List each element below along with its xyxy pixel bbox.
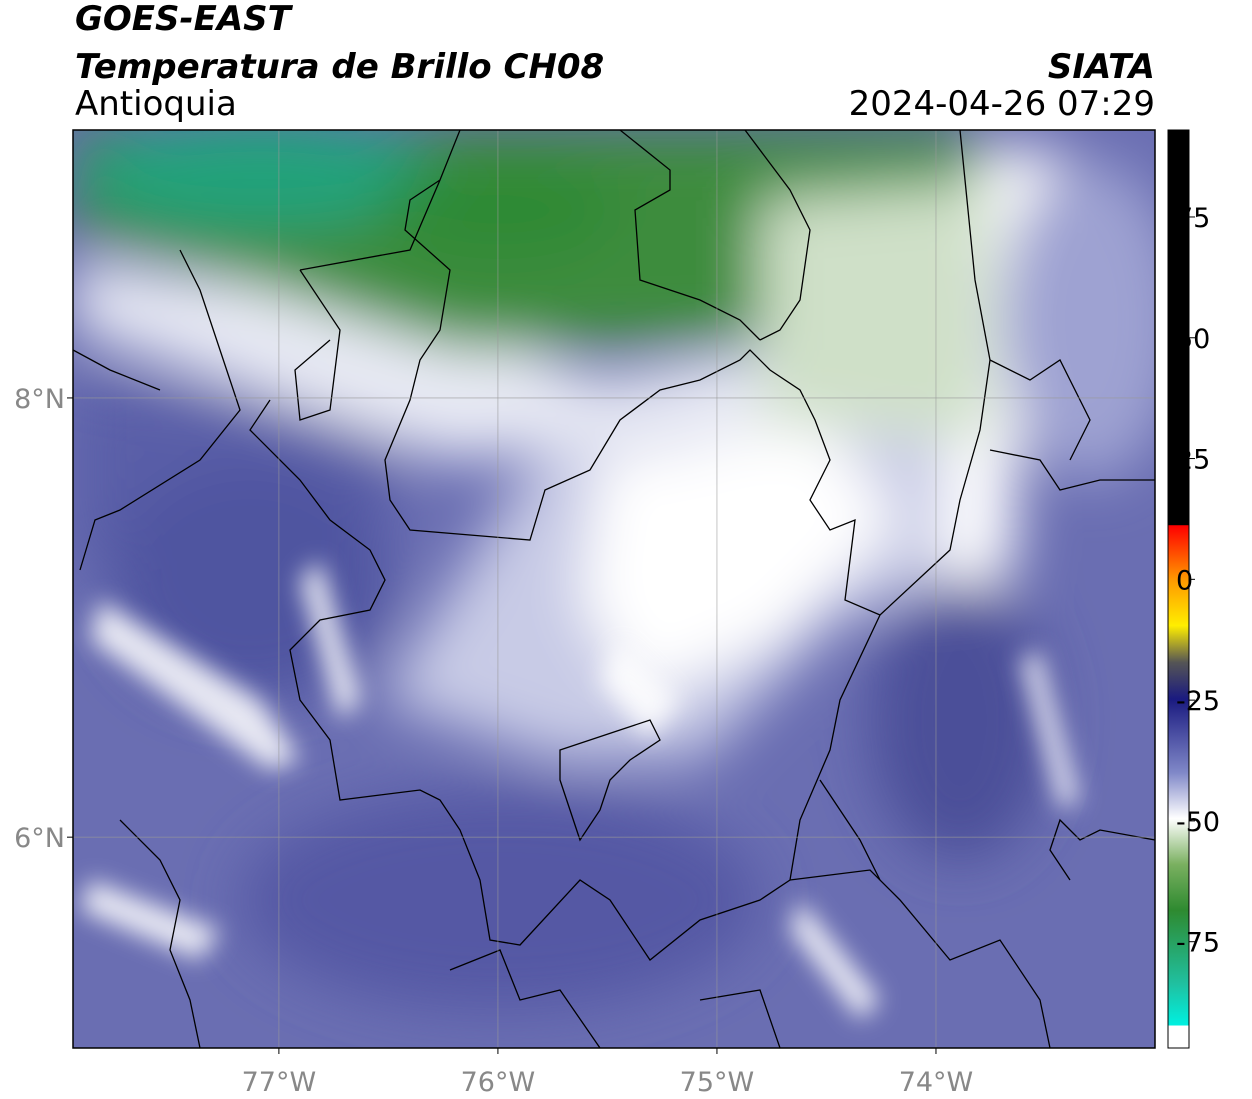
map-image bbox=[73, 130, 1155, 1048]
x-tick-label: 74°W bbox=[899, 1067, 974, 1098]
title: GOES-EAST bbox=[75, 0, 294, 39]
colorbar-tick-label: -25 bbox=[1176, 686, 1220, 717]
colorbar bbox=[1167, 129, 1190, 1049]
colorbar-tick-label: -75 bbox=[1176, 928, 1220, 959]
x-tick-label: 77°W bbox=[242, 1067, 317, 1098]
colorbar-tick-label: 25 bbox=[1176, 445, 1210, 476]
colorbar-tick-label: 75 bbox=[1176, 203, 1210, 234]
x-tick-label: 75°W bbox=[680, 1067, 755, 1098]
source: SIATA bbox=[1048, 47, 1155, 87]
y-tick-label: 8°N bbox=[14, 384, 65, 415]
subtitle: Temperatura de Brillo CH08 bbox=[75, 47, 604, 87]
colorbar-tick-label: 50 bbox=[1176, 324, 1210, 355]
colorbar-tick-label: -50 bbox=[1176, 807, 1220, 838]
map-frame bbox=[72, 129, 1156, 1049]
y-tick-label: 6°N bbox=[14, 823, 65, 854]
borders bbox=[73, 130, 1155, 1048]
x-tick-label: 76°W bbox=[461, 1067, 536, 1098]
region: Antioquia bbox=[75, 84, 237, 124]
colorbar-tick-label: 0 bbox=[1176, 565, 1193, 596]
grid bbox=[73, 130, 1155, 1048]
timestamp: 2024-04-26 07:29 bbox=[849, 84, 1155, 124]
